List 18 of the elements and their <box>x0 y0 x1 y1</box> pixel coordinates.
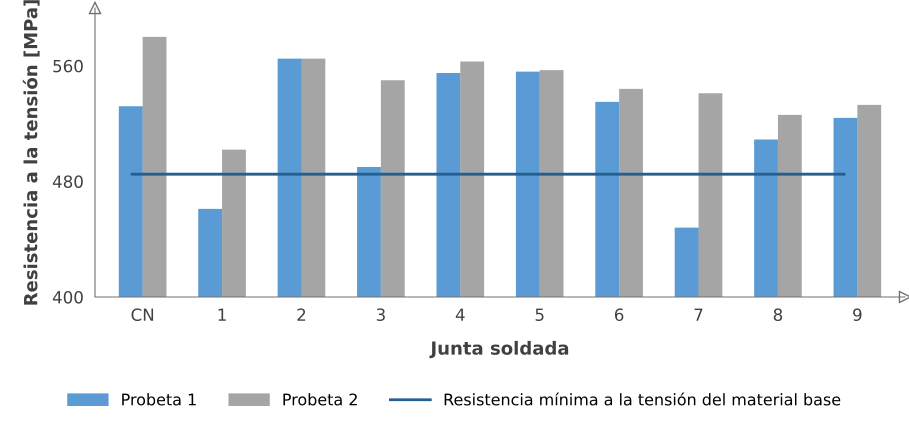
legend-label: Probeta 1 <box>122 393 196 406</box>
x-tick-label: 8 <box>774 308 782 322</box>
x-tick-label: CN <box>132 308 154 322</box>
y-tick-label: 480 <box>52 175 83 188</box>
legend-label: Resistencia mínima a la tensión del material base <box>444 392 840 406</box>
x-tick-label: 1 <box>218 308 226 321</box>
legend-label: Probeta 2 <box>283 393 357 406</box>
x-tick-label: 5 <box>536 308 544 322</box>
y-axis-title: Resistencia a la tensión [MPa] <box>22 0 40 305</box>
x-tick-label: 9 <box>853 308 862 322</box>
x-axis-title: Junta soldada <box>429 340 568 358</box>
y-tick-label: 560 <box>53 60 83 72</box>
x-tick-label: 7 <box>694 308 702 321</box>
x-tick-label: 3 <box>376 308 385 322</box>
x-tick-label: 4 <box>456 308 465 321</box>
x-tick-label: 6 <box>614 308 624 322</box>
x-tick-label: 2 <box>297 308 306 321</box>
y-tick-label: 400 <box>52 290 83 304</box>
